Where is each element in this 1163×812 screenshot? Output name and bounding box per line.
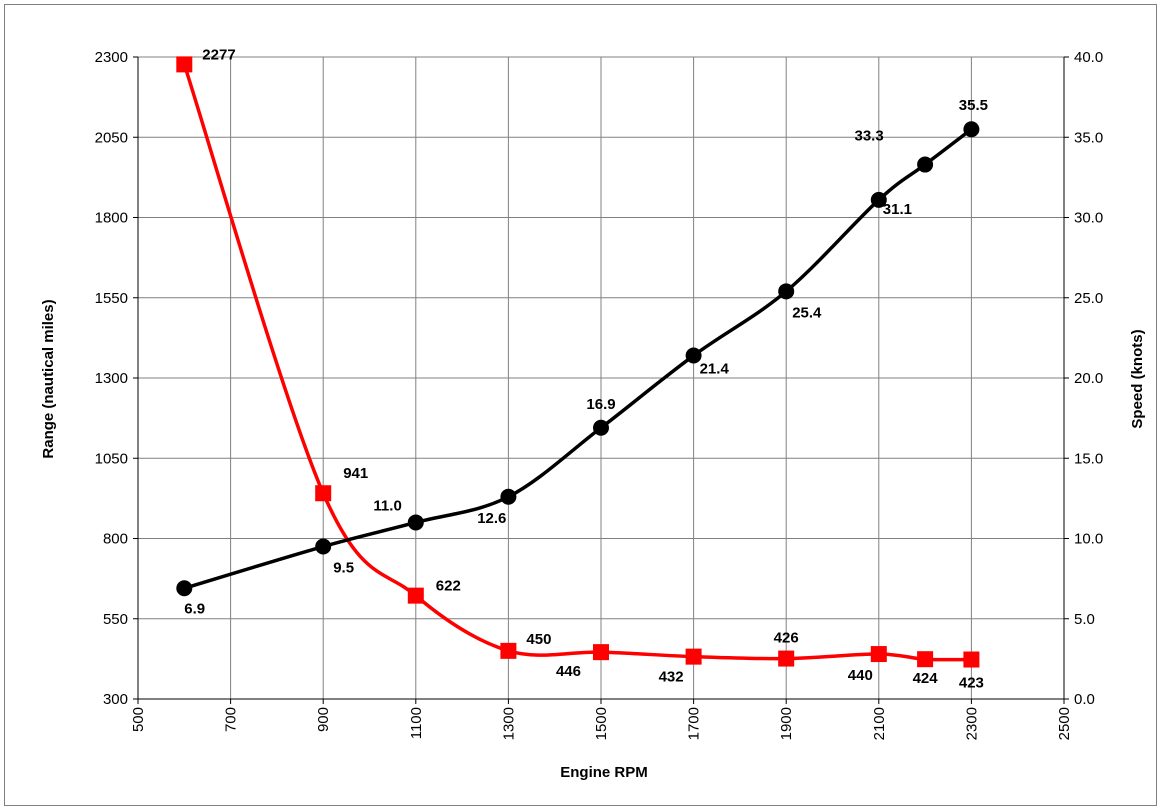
speed-data-label: 16.9 — [586, 396, 615, 413]
speed-point — [778, 283, 795, 300]
y-tick-label: 800 — [103, 531, 128, 548]
y2-tick-label: 5.0 — [1074, 611, 1095, 628]
speed-data-label: 6.9 — [184, 600, 205, 617]
range-data-label: 432 — [659, 669, 684, 686]
tick-labels: 500 700 900 1100 1300 1500 1700 1900 2100 2300 250… — [95, 49, 1104, 740]
speed-point — [963, 121, 980, 138]
range-data-label: 450 — [526, 631, 551, 648]
range-data-label: 2277 — [202, 46, 235, 63]
speed-point — [917, 156, 934, 173]
range-point — [963, 651, 980, 668]
speed-point — [593, 419, 609, 436]
x-tick-label: 2100 — [871, 707, 888, 740]
y-tick-label: 2050 — [95, 129, 128, 146]
x-tick-label: 1500 — [593, 707, 610, 740]
x-tick-label: 1900 — [778, 707, 795, 740]
range-point — [500, 642, 517, 659]
x-tick-label: 2300 — [963, 707, 980, 740]
speed-data-label: 9.5 — [333, 560, 354, 577]
x-tick-label: 2500 — [1056, 707, 1073, 740]
y2-tick-label: 10.0 — [1074, 531, 1103, 548]
speed-point — [315, 538, 332, 555]
range-series-line — [182, 62, 974, 662]
x-tick-label: 1100 — [408, 707, 425, 739]
x-tick-label: 1700 — [686, 707, 703, 740]
x-axis-title: Engine RPM — [560, 764, 648, 781]
speed-data-label: 25.4 — [792, 304, 822, 321]
speed-point — [685, 347, 702, 364]
y2-tick-label: 25.0 — [1074, 290, 1103, 307]
range-data-label: 446 — [556, 663, 581, 680]
series-layer — [176, 56, 980, 668]
y2-tick-label: 30.0 — [1074, 210, 1103, 227]
y-tick-label: 550 — [103, 611, 128, 628]
range-data-label: 622 — [436, 578, 461, 595]
range-data-label: 423 — [959, 675, 984, 692]
range-point — [593, 644, 609, 661]
speed-point — [870, 191, 887, 208]
speed-data-label: 31.1 — [883, 201, 912, 218]
range-point — [917, 651, 934, 668]
speed-point — [500, 488, 517, 505]
speed-point — [176, 580, 193, 597]
range-point — [315, 485, 332, 502]
speed-data-label: 12.6 — [477, 510, 506, 527]
y-tick-label: 1550 — [95, 290, 128, 307]
range-data-label: 941 — [343, 465, 368, 482]
range-point — [778, 650, 795, 667]
y2-tick-label: 0.0 — [1074, 691, 1095, 708]
x-tick-label: 700 — [223, 707, 240, 732]
y2-tick-label: 20.0 — [1074, 370, 1103, 387]
grid-layer — [137, 56, 1065, 700]
y2-axis-title: Speed (knots) — [1129, 329, 1146, 428]
speed-annotation-label: 33.3 — [854, 128, 883, 145]
data-labels: 2277 941 622 450 446 432 426 440 424 423 6.9 9.5 11.… — [184, 46, 988, 691]
speed-data-label: 11.0 — [373, 497, 401, 514]
range-point — [176, 56, 193, 73]
range-point — [870, 646, 887, 663]
speed-series-line — [182, 127, 974, 591]
range-data-label: 426 — [774, 630, 799, 647]
y-tick-label: 300 — [103, 691, 128, 708]
y2-tick-label: 40.0 — [1074, 49, 1103, 66]
range-point — [685, 648, 702, 665]
speed-point — [407, 514, 424, 531]
axes-layer — [133, 56, 1069, 704]
speed-data-label: 21.4 — [700, 361, 730, 378]
x-tick-label: 500 — [130, 707, 147, 732]
speed-data-label: 35.5 — [959, 97, 988, 114]
range-data-label: 440 — [848, 667, 873, 684]
y-tick-label: 1300 — [95, 370, 128, 387]
y-axis-title: Range (nautical miles) — [40, 299, 57, 458]
y2-tick-label: 15.0 — [1074, 450, 1103, 467]
range-data-label: 424 — [913, 670, 939, 687]
range-point — [407, 587, 424, 604]
y2-tick-label: 35.0 — [1074, 129, 1103, 146]
x-tick-label: 900 — [315, 707, 332, 732]
y-tick-label: 1050 — [95, 450, 128, 467]
y-tick-label: 2300 — [95, 49, 128, 66]
x-tick-label: 1300 — [500, 707, 517, 740]
y-tick-label: 1800 — [95, 210, 128, 227]
